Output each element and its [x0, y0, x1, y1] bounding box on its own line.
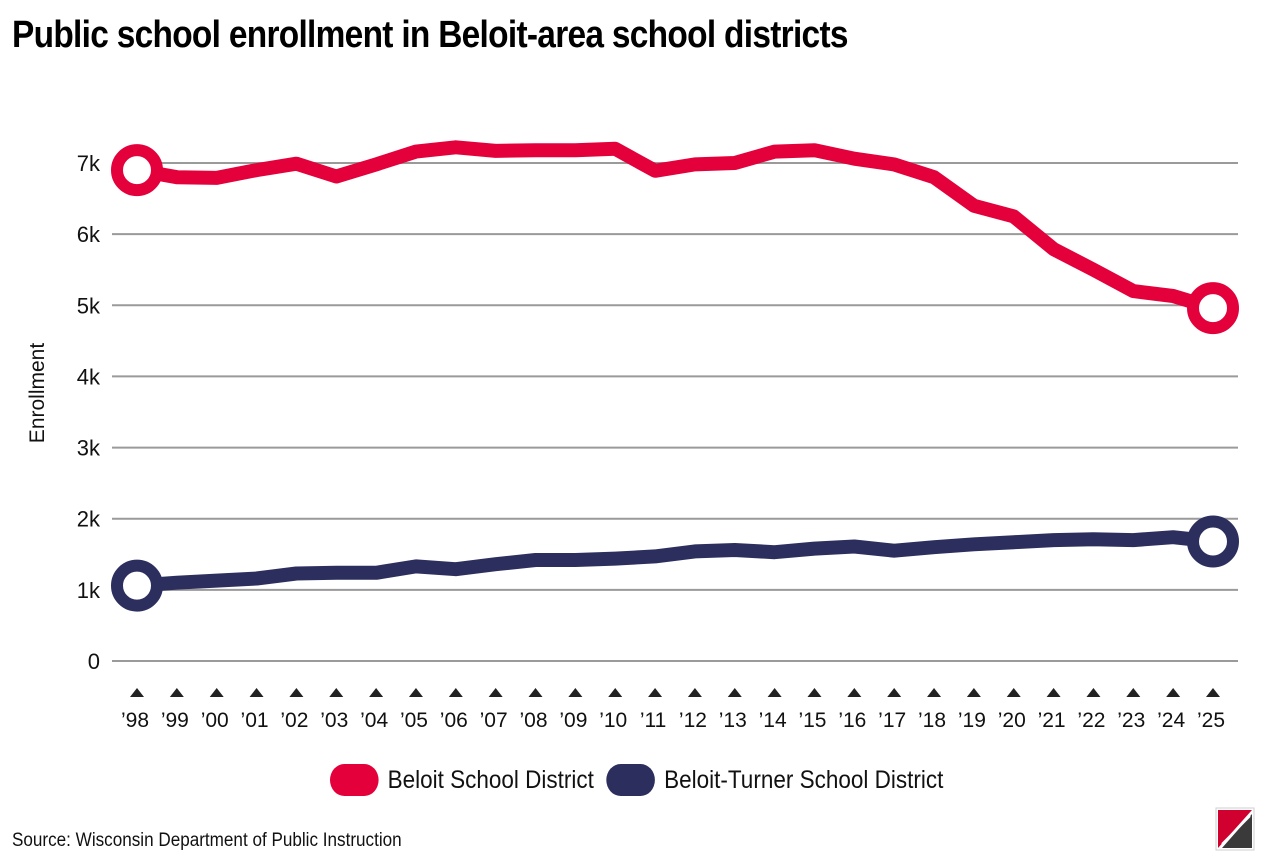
x-tick-label: ’10 — [599, 709, 627, 732]
x-tick-label: ’00 — [201, 709, 229, 732]
x-tick-label: ’07 — [480, 709, 508, 732]
x-tick-label: ’23 — [1117, 709, 1145, 732]
x-tick-marker — [209, 688, 224, 697]
y-tick-label: 0 — [88, 649, 100, 674]
y-tick-label: 1k — [77, 578, 101, 603]
x-tick-label: ’12 — [679, 709, 707, 732]
x-tick-label: ’15 — [798, 709, 826, 732]
x-tick-marker — [887, 688, 902, 697]
x-tick-marker — [169, 688, 184, 697]
x-tick-label: ’13 — [719, 709, 747, 732]
x-tick-marker — [408, 688, 423, 697]
y-axis-ticks: 0 1k 2k 3k 4k 5k 6k 7k — [77, 151, 101, 674]
x-tick-marker — [1046, 688, 1061, 697]
y-tick-label: 3k — [77, 436, 101, 461]
gridlines — [112, 162, 1238, 662]
legend-item-beloit[interactable]: Beloit School District — [330, 764, 594, 796]
x-tick-marker — [568, 688, 583, 697]
x-axis-ticks: ’98 ’99 ’00 ’01 ’02 ’03 ’04 ’05 ’06 ’07 ’08 ’09 ’10 ’… — [121, 688, 1225, 732]
y-axis-label: Enrollment — [26, 343, 49, 444]
x-tick-marker — [528, 688, 543, 697]
series-end-point — [1187, 515, 1239, 568]
x-tick-label: ’11 — [640, 709, 666, 732]
x-tick-marker — [1126, 688, 1141, 697]
y-tick-label: 4k — [77, 364, 101, 389]
x-tick-marker — [1206, 688, 1220, 697]
series-endpoints — [111, 144, 1239, 612]
x-tick-label: ’24 — [1157, 709, 1185, 732]
x-tick-marker — [289, 688, 304, 697]
x-tick-marker — [448, 688, 463, 697]
x-tick-label: ’21 — [1038, 709, 1066, 732]
x-tick-marker — [966, 688, 981, 697]
x-tick-marker — [727, 688, 742, 697]
legend-label-beloit: Beloit School District — [387, 765, 594, 794]
y-tick-label: 5k — [77, 293, 101, 318]
x-tick-label: ’05 — [400, 709, 428, 732]
x-tick-label: ’01 — [241, 709, 269, 732]
y-tick-label: 2k — [77, 507, 101, 532]
x-tick-marker — [1086, 688, 1101, 697]
x-tick-label: ’04 — [360, 709, 388, 732]
chart-title: Public school enrollment in Beloit-area … — [12, 14, 848, 56]
chart-legend: Beloit School District Beloit-Turner Sch… — [330, 764, 943, 796]
x-tick-label: ’19 — [958, 709, 986, 732]
x-tick-label: ’14 — [759, 709, 787, 732]
x-tick-marker — [648, 688, 663, 697]
legend-label-beloit-turner: Beloit-Turner School District — [664, 765, 944, 794]
x-tick-marker — [488, 688, 503, 697]
x-tick-marker — [927, 688, 942, 697]
series-line-beloit-turner — [130, 530, 1220, 593]
legend-swatch-beloit — [330, 764, 379, 796]
x-tick-marker — [1166, 688, 1181, 697]
series-lines — [130, 140, 1220, 593]
x-tick-label: ’22 — [1077, 709, 1105, 732]
x-tick-label: ’99 — [161, 709, 189, 732]
x-tick-label: ’03 — [320, 709, 348, 732]
x-tick-label: ’25 — [1197, 709, 1225, 732]
x-tick-label: ’18 — [918, 709, 946, 732]
x-tick-marker — [767, 688, 782, 697]
legend-swatch-beloit-turner — [606, 764, 656, 796]
y-tick-label: 7k — [77, 151, 101, 176]
series-start-point — [111, 559, 163, 612]
x-tick-label: ’02 — [280, 709, 308, 732]
x-tick-label: ’08 — [520, 709, 548, 732]
x-tick-marker — [249, 688, 264, 697]
x-tick-marker — [687, 688, 702, 697]
x-tick-marker — [1006, 688, 1021, 697]
legend-item-beloit-turner[interactable]: Beloit-Turner School District — [606, 764, 944, 796]
x-tick-marker — [807, 688, 822, 697]
source-note: Source: Wisconsin Department of Public I… — [12, 830, 402, 851]
x-tick-label: ’16 — [838, 709, 866, 732]
series-line-beloit — [130, 140, 1220, 316]
x-tick-label: ’17 — [878, 709, 906, 732]
series-end-point — [1187, 282, 1239, 335]
x-tick-label: ’20 — [998, 709, 1026, 732]
x-tick-marker — [329, 688, 344, 697]
x-tick-marker — [608, 688, 623, 697]
x-tick-label: ’09 — [559, 709, 587, 732]
x-tick-marker — [369, 688, 384, 697]
publisher-logo-icon — [1215, 807, 1255, 851]
y-tick-label: 6k — [77, 222, 101, 247]
x-tick-marker — [847, 688, 862, 697]
x-tick-label: ’06 — [440, 709, 468, 732]
x-tick-marker — [130, 688, 144, 697]
x-tick-label: ’98 — [121, 709, 149, 732]
series-start-point — [111, 144, 163, 197]
